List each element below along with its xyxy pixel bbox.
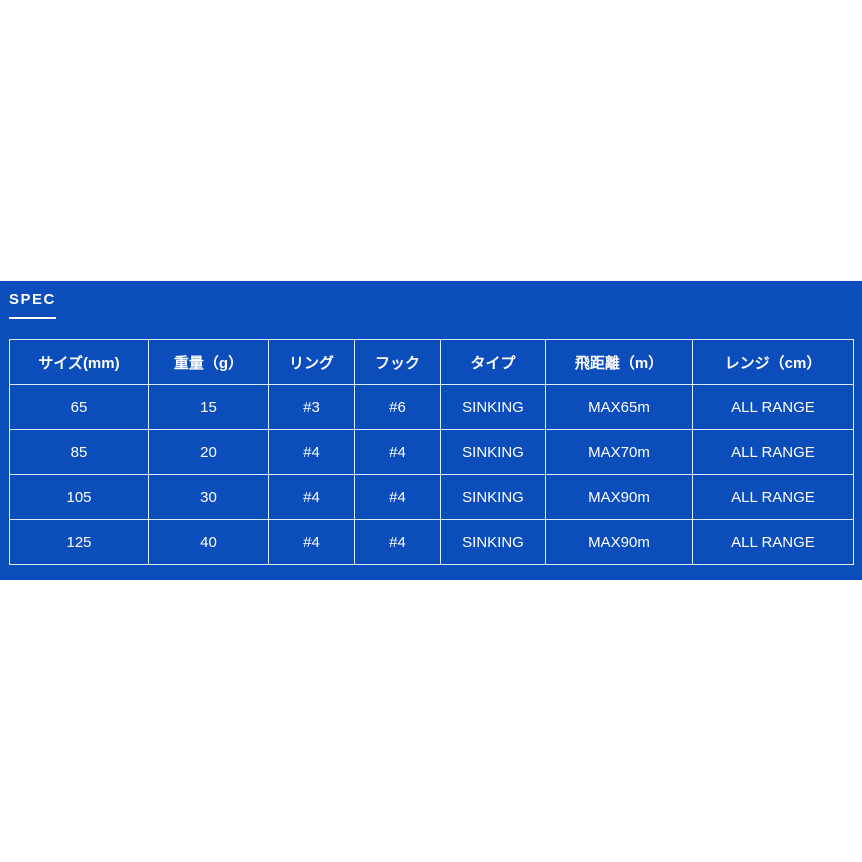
table-cell: MAX90m: [545, 474, 693, 520]
column-header: レンジ（cm）: [692, 339, 854, 385]
table-cell: 105: [9, 474, 149, 520]
table-cell: #4: [354, 474, 441, 520]
table-row: 85 20 #4 #4 SINKING MAX70m ALL RANGE: [9, 429, 854, 475]
table-cell: 20: [148, 429, 269, 475]
table-cell: MAX65m: [545, 384, 693, 430]
table-cell: 30: [148, 474, 269, 520]
table-cell: SINKING: [440, 474, 546, 520]
table-cell: ALL RANGE: [692, 474, 854, 520]
column-header: タイプ: [440, 339, 546, 385]
table-row: 105 30 #4 #4 SINKING MAX90m ALL RANGE: [9, 474, 854, 520]
table-cell: MAX90m: [545, 519, 693, 565]
table-cell: SINKING: [440, 519, 546, 565]
table-cell: #4: [268, 429, 355, 475]
table-cell: 15: [148, 384, 269, 430]
table-cell: #4: [268, 519, 355, 565]
column-header: リング: [268, 339, 355, 385]
column-header: 重量（g）: [148, 339, 269, 385]
table-cell: 125: [9, 519, 149, 565]
table-cell: SINKING: [440, 429, 546, 475]
spec-title: SPEC: [9, 291, 56, 308]
title-underline: [9, 317, 56, 319]
table-cell: 65: [9, 384, 149, 430]
column-header: サイズ(mm): [9, 339, 149, 385]
table-cell: ALL RANGE: [692, 384, 854, 430]
table-cell: #6: [354, 384, 441, 430]
table-cell: MAX70m: [545, 429, 693, 475]
table-row: 125 40 #4 #4 SINKING MAX90m ALL RANGE: [9, 519, 854, 565]
table-cell: #4: [354, 429, 441, 475]
table-cell: 40: [148, 519, 269, 565]
spec-table: サイズ(mm) 重量（g） リング フック タイプ 飛距離（m） レンジ（cm） 65 15 #…: [9, 339, 854, 565]
table-cell: ALL RANGE: [692, 519, 854, 565]
table-cell: #4: [354, 519, 441, 565]
table-header-row: サイズ(mm) 重量（g） リング フック タイプ 飛距離（m） レンジ（cm）: [9, 339, 854, 385]
table-cell: SINKING: [440, 384, 546, 430]
column-header: フック: [354, 339, 441, 385]
table-row: 65 15 #3 #6 SINKING MAX65m ALL RANGE: [9, 384, 854, 430]
table-cell: ALL RANGE: [692, 429, 854, 475]
column-header: 飛距離（m）: [545, 339, 693, 385]
table-cell: #3: [268, 384, 355, 430]
table-cell: #4: [268, 474, 355, 520]
spec-panel: SPEC サイズ(mm) 重量（g） リング フック タイプ 飛距離（m） レンジ（cm） …: [0, 281, 862, 580]
table-cell: 85: [9, 429, 149, 475]
